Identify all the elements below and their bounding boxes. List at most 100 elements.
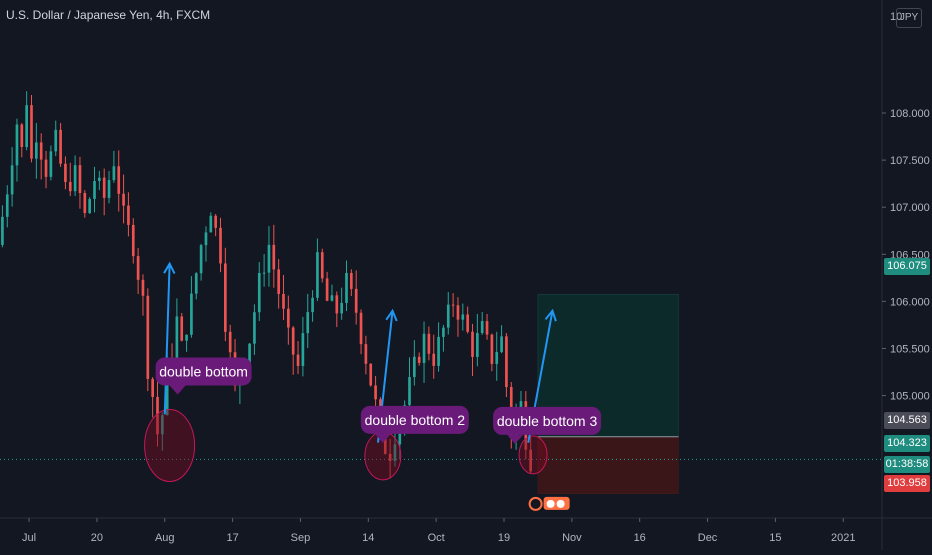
stop-price-tag: 103.958	[884, 475, 930, 492]
candle-body	[446, 304, 450, 328]
event-badge[interactable]	[528, 496, 570, 511]
time-axis[interactable]: Jul 20 Aug 17 Sep 14 Oct 19 Nov 16 Dec 15 2021	[0, 517, 932, 544]
candle-body	[136, 256, 140, 280]
annotation-callout: double bottom 3	[493, 406, 602, 444]
candle-body	[180, 316, 184, 341]
annotation-labels[interactable]: double bottom double bottom 2 double botto…	[155, 357, 602, 444]
candle-body	[350, 272, 353, 289]
candle-body	[20, 124, 24, 147]
candle-body	[112, 166, 116, 181]
candle-body	[311, 297, 314, 313]
candle-body	[44, 159, 48, 177]
price-tick-label: 106.000	[890, 296, 930, 308]
candle-body	[98, 177, 101, 182]
candle-body	[466, 314, 469, 332]
candle-body	[214, 215, 217, 228]
candle-body	[15, 124, 19, 166]
bottom-ellipse	[144, 408, 196, 482]
candle-body	[325, 278, 329, 301]
candle-body	[73, 165, 77, 192]
time-tick-label: 2021	[831, 532, 855, 544]
candle-body	[165, 357, 169, 416]
candle-body	[1, 216, 4, 245]
candle-body	[102, 177, 106, 198]
candle-body	[354, 288, 358, 313]
arrow-head	[163, 261, 176, 274]
time-tick-label: 16	[634, 532, 646, 544]
candle-body	[282, 293, 285, 309]
candle-body	[83, 193, 87, 214]
candle-body	[10, 165, 14, 195]
callout-text: double bottom 2	[365, 412, 466, 428]
time-tick-label: 15	[769, 532, 781, 544]
arrow-head	[385, 308, 398, 322]
candle-body	[131, 224, 135, 257]
candle-body	[456, 305, 460, 320]
candle-body	[316, 252, 319, 298]
callout-box	[360, 405, 469, 434]
candle-body	[68, 181, 72, 192]
candle-body	[267, 244, 271, 273]
candle-body	[64, 163, 67, 182]
candle-body	[345, 272, 348, 303]
candle-body	[432, 353, 436, 366]
price-tick-label: 105.500	[890, 343, 930, 355]
time-tick-label: Oct	[428, 532, 445, 544]
candle-body	[30, 105, 33, 159]
price-tick-label: 107.500	[890, 155, 930, 167]
candle-body	[437, 336, 440, 366]
candle-body	[185, 334, 188, 341]
arrow-shaft	[163, 263, 171, 415]
price-tick-label: 107.000	[890, 202, 930, 214]
candle-body	[529, 449, 532, 472]
time-tick-label: Dec	[698, 532, 718, 544]
candle-body	[175, 316, 179, 367]
candle-body	[364, 344, 368, 364]
candle-body	[194, 273, 198, 294]
annotation-callout: double bottom	[155, 357, 252, 395]
candle-body	[156, 396, 159, 435]
time-tick-label: Aug	[155, 532, 175, 544]
time-tick-label: Nov	[562, 532, 582, 544]
candle-body	[291, 327, 295, 355]
candle-body	[519, 401, 523, 409]
candle-body	[122, 193, 125, 206]
candle-body	[359, 312, 363, 345]
candle-body	[5, 194, 9, 217]
candle-body	[505, 336, 508, 388]
bottom-ellipses	[144, 408, 548, 482]
candle-body	[413, 356, 416, 378]
annotation-callout: double bottom 2	[360, 405, 469, 443]
candle-body	[78, 165, 82, 194]
callout-text: double bottom	[159, 363, 248, 379]
candle-body	[427, 333, 431, 354]
candle-body	[277, 269, 280, 294]
candle-body	[141, 279, 145, 296]
callout-pointer	[507, 434, 524, 444]
candle-body	[442, 327, 445, 337]
candle-body	[500, 336, 503, 353]
candle-body	[49, 151, 53, 177]
candle-body	[495, 352, 499, 364]
time-tick-label: Jul	[22, 532, 36, 544]
candle-body	[417, 356, 421, 363]
candle-body	[262, 272, 266, 274]
price-axis[interactable]: 108.000107.500107.000106.500106.000105.5…	[881, 0, 930, 550]
callout-box	[155, 357, 252, 386]
candle-body	[146, 295, 150, 379]
current-price-tag: 104.323	[884, 435, 930, 452]
price-tick-label: 105.000	[890, 391, 930, 403]
callout-text: double bottom 3	[497, 413, 598, 429]
callout-box	[493, 406, 602, 435]
candle-body	[224, 263, 227, 332]
candle-body	[340, 302, 343, 314]
candle-body	[296, 354, 300, 367]
candle-body	[287, 308, 290, 328]
position-zones[interactable]	[537, 294, 679, 494]
candle-body	[204, 232, 208, 246]
candle-body	[161, 415, 164, 435]
candle-body	[451, 304, 455, 306]
currency-badge[interactable]: JPY	[896, 8, 922, 28]
candle-body	[88, 198, 91, 214]
